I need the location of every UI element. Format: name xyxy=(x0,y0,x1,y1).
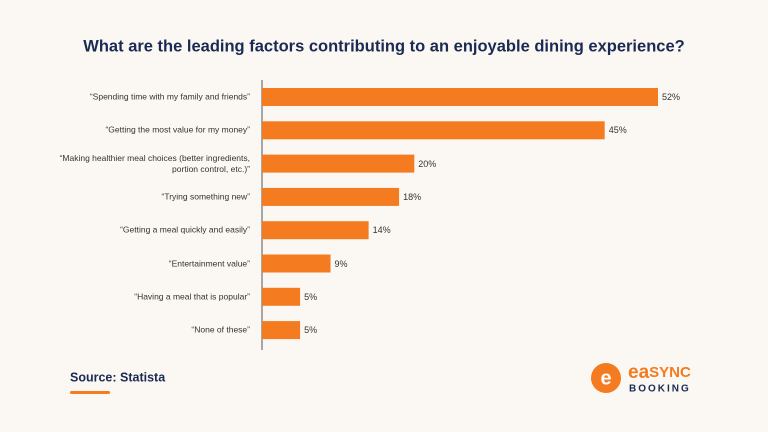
category-label: “Trying something new” xyxy=(161,191,251,202)
category-label: “Getting a meal quickly and easily” xyxy=(120,224,250,235)
bar xyxy=(262,254,331,273)
value-label: 14% xyxy=(372,225,391,236)
logo-part2: SYNC xyxy=(649,364,691,381)
source: Source: Statista xyxy=(70,370,166,384)
logo-part1: ea xyxy=(628,362,650,383)
category-label: “Spending time with my family and friend… xyxy=(89,91,250,102)
bar xyxy=(262,187,400,206)
bar xyxy=(262,287,301,306)
category-label: “Getting the most value for my money” xyxy=(105,124,250,135)
logo-icon-letter: e xyxy=(600,367,611,389)
value-label: 20% xyxy=(418,158,437,169)
logo-icon xyxy=(591,363,621,393)
value-label: 18% xyxy=(403,191,422,202)
chart-title: What are the leading factors contributin… xyxy=(83,37,684,55)
logo-tagline: BOOKING xyxy=(629,384,691,395)
category-label: “Making healthier meal choices (better i… xyxy=(59,152,250,174)
bar xyxy=(262,121,605,140)
bar xyxy=(262,154,415,173)
value-label: 52% xyxy=(662,92,681,102)
category-label: “Entertainment value” xyxy=(168,258,250,268)
source-underline xyxy=(70,391,110,394)
bar xyxy=(262,221,369,240)
value-label: 5% xyxy=(304,291,318,302)
value-label: 5% xyxy=(304,325,318,336)
bar xyxy=(262,321,301,340)
logo-name: eaSYNC xyxy=(628,362,691,383)
value-label: 9% xyxy=(334,258,348,269)
value-label: 45% xyxy=(608,125,627,136)
category-label: “Having a meal that is popular” xyxy=(134,291,250,302)
logo: e eaSYNC BOOKING xyxy=(591,362,691,395)
category-label: “None of these” xyxy=(191,324,250,335)
bar xyxy=(262,88,658,106)
